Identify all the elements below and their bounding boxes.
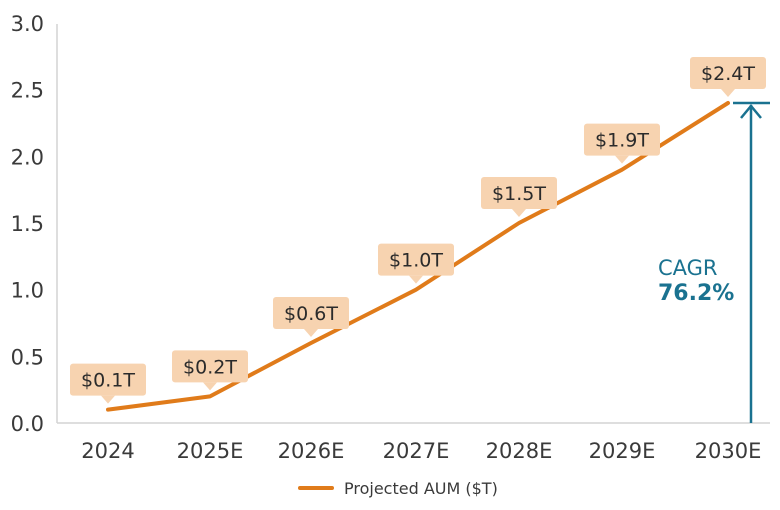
data-labels: $0.1T $0.2T $0.6T $1.0T $1.5T $1.9T $2.4T <box>70 57 766 404</box>
x-tick-label: 2030E <box>695 439 762 463</box>
y-tick-label: 0.5 <box>11 345 44 369</box>
y-tick-label: 2.0 <box>11 145 44 169</box>
x-tick-label: 2024 <box>81 439 134 463</box>
svg-text:$0.1T: $0.1T <box>81 370 135 392</box>
cagr-value: 76.2% <box>658 281 734 306</box>
y-axis: 0.0 0.5 1.0 1.5 2.0 2.5 3.0 <box>11 12 44 436</box>
data-label-callout: $1.0T <box>378 243 454 284</box>
data-label-callout: $1.5T <box>481 177 557 217</box>
x-tick-label: 2028E <box>486 439 553 463</box>
cagr-label: CAGR <box>658 256 718 280</box>
svg-text:$2.4T: $2.4T <box>701 63 755 85</box>
projected-aum-line <box>106 101 730 412</box>
svg-text:$1.0T: $1.0T <box>389 250 443 272</box>
cagr-arrow <box>733 101 770 423</box>
x-axis: 2024 2025E 2026E 2027E 2028E 2029E 2030E <box>81 439 761 463</box>
svg-text:$1.5T: $1.5T <box>492 183 546 205</box>
data-label-callout: $0.1T <box>70 363 146 404</box>
x-tick-label: 2026E <box>278 439 345 463</box>
arrow-up-icon <box>740 104 762 119</box>
y-tick-label: 3.0 <box>11 12 44 36</box>
svg-text:$0.6T: $0.6T <box>284 303 338 325</box>
x-tick-label: 2029E <box>589 439 656 463</box>
y-tick-label: 2.5 <box>11 79 44 103</box>
x-tick-label: 2027E <box>383 439 450 463</box>
x-tick-label: 2025E <box>177 439 244 463</box>
y-tick-label: 1.5 <box>11 212 44 236</box>
svg-text:$0.2T: $0.2T <box>183 356 237 378</box>
legend-label: Projected AUM ($T) <box>344 479 498 498</box>
data-label-callout: $2.4T <box>690 57 766 97</box>
data-label-callout: $0.6T <box>273 297 349 337</box>
data-label-callout: $0.2T <box>172 350 248 391</box>
legend: Projected AUM ($T) <box>298 479 498 498</box>
data-label-callout: $1.9T <box>584 123 660 164</box>
y-tick-label: 1.0 <box>11 279 44 303</box>
y-tick-label: 0.0 <box>11 412 44 436</box>
svg-text:$1.9T: $1.9T <box>595 130 649 152</box>
